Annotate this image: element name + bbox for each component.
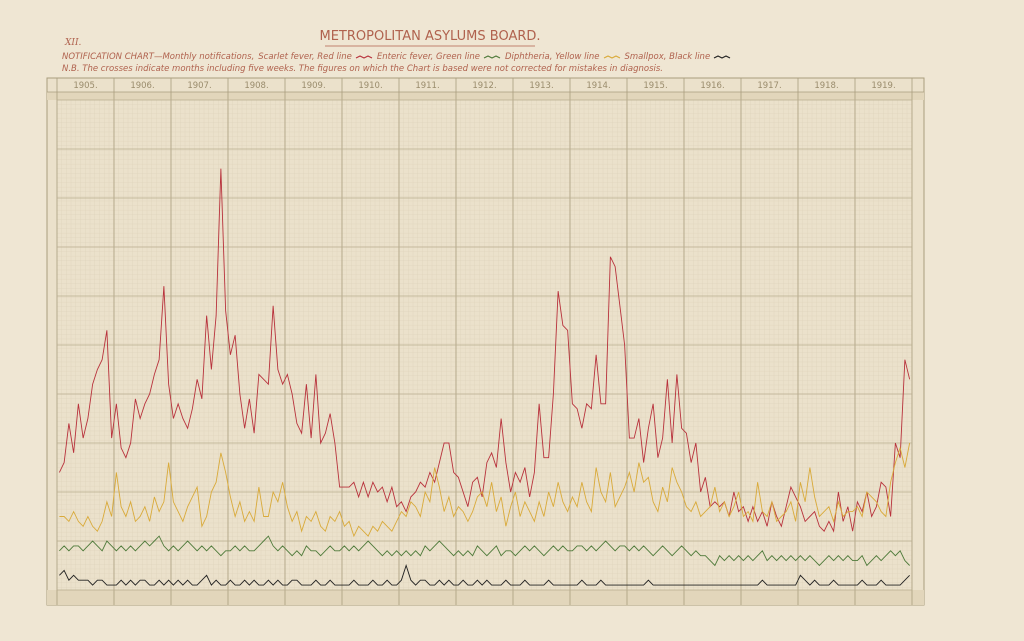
year-label: 1907.: [187, 81, 211, 91]
legend-swatch: [713, 54, 731, 59]
year-label: 1908.: [244, 81, 268, 91]
year-label: 1915.: [643, 81, 667, 91]
scale-strip: [47, 590, 924, 605]
legend-line: [603, 54, 620, 59]
legend-label: Smallpox, Black line: [624, 52, 711, 62]
subtitle-text: NOTIFICATION CHART—Monthly notifications…: [62, 52, 255, 62]
year-label: 1906.: [130, 81, 154, 91]
note: N.B. The crosses indicate months includi…: [62, 64, 663, 74]
subtitle: NOTIFICATION CHART—Monthly notifications…: [62, 52, 731, 62]
legend-line: [355, 54, 373, 59]
legend-label: Diphtheria, Yellow line: [504, 52, 600, 62]
year-label: 1910.: [358, 81, 382, 91]
chart-title: METROPOLITAN ASYLUMS BOARD.: [319, 29, 540, 44]
legend-entry: Enteric fever, Green line: [377, 52, 501, 62]
year-label: 1916.: [700, 81, 724, 91]
year-label: 1917.: [757, 81, 781, 91]
year-label: 1911.: [415, 81, 439, 91]
legend-line: [713, 54, 731, 59]
series-line: [59, 564, 910, 586]
scale-strip: [47, 92, 924, 100]
plate-number: XII.: [64, 38, 82, 48]
year-label: 1918.: [814, 81, 838, 91]
note-text: N.B. The crosses indicate months includi…: [62, 64, 664, 74]
year-label: 1905.: [73, 81, 97, 91]
legend-entry: Smallpox, Black line: [625, 52, 732, 62]
legend-swatch: [483, 54, 501, 59]
legend-label: Scarlet fever, Red line: [258, 52, 352, 62]
plot: 1905. 1906. 1907. 1908. 1909. 1910. 1911. 1912.…: [47, 78, 924, 605]
series-line: [58, 168, 911, 533]
series-line: [59, 442, 911, 538]
year-label: 1919.: [871, 81, 895, 91]
legend-line: [483, 54, 501, 59]
legend-swatch: [355, 54, 373, 59]
legend-entry: Diphtheria, Yellow line: [505, 52, 621, 62]
legend-entry: Scarlet fever, Red line: [258, 52, 373, 62]
year-label: 1913.: [529, 81, 553, 91]
year-label: 1914.: [586, 81, 610, 91]
legend-swatch: [603, 54, 620, 59]
year-label: 1909.: [301, 81, 325, 91]
legend-label: Enteric fever, Green line: [376, 52, 480, 62]
series-line: [59, 535, 910, 567]
year-label: 1912.: [472, 81, 496, 91]
